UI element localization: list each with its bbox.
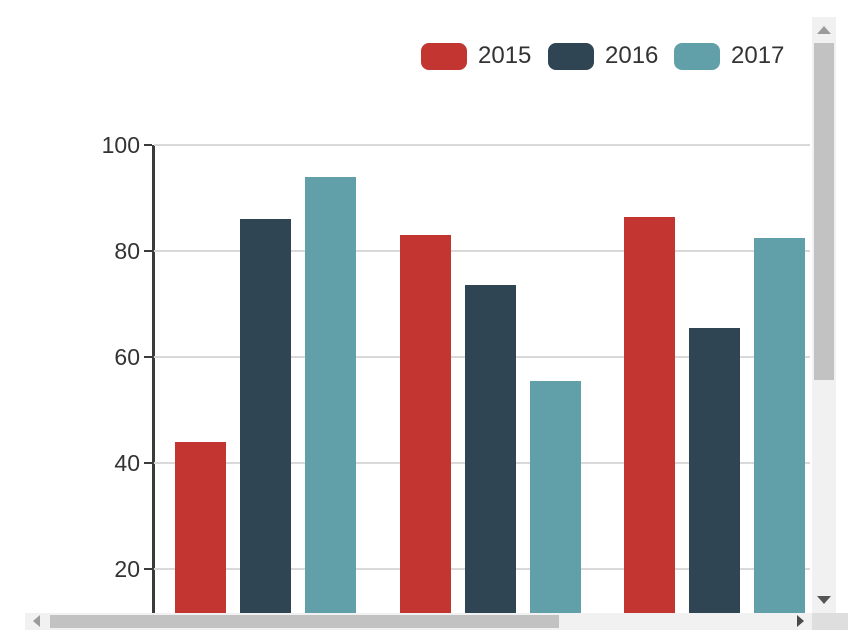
bar-2017-group3[interactable]	[754, 237, 805, 613]
legend-item-2016[interactable]: 2016	[548, 42, 658, 70]
scroll-right-button[interactable]	[787, 613, 812, 630]
bar-2015-group3[interactable]	[624, 216, 675, 613]
y-tick-label-60: 60	[114, 344, 140, 370]
bar-2015-group2[interactable]	[400, 235, 451, 613]
scroll-left-button[interactable]	[25, 613, 50, 630]
legend-label-2016: 2016	[605, 42, 659, 69]
y-axis-line	[152, 145, 155, 613]
scroll-up-button[interactable]	[812, 17, 836, 43]
legend-swatch-2016-icon	[548, 42, 594, 70]
y-tick-40	[144, 462, 152, 464]
legend-label-2015: 2015	[478, 42, 532, 69]
arrow-right-icon	[797, 615, 804, 627]
bar-2016-group3[interactable]	[689, 327, 740, 613]
arrow-up-icon	[817, 26, 831, 34]
gridline-100	[154, 144, 810, 146]
y-tick-20	[144, 568, 152, 570]
bar-2017-group1[interactable]	[305, 176, 356, 613]
y-tick-label-80: 80	[114, 238, 140, 264]
y-tick-label-100: 100	[101, 132, 140, 158]
horizontal-scrollbar[interactable]	[25, 613, 812, 630]
y-tick-label-20: 20	[114, 556, 140, 582]
bar-2017-group2[interactable]	[530, 380, 581, 613]
bar-2016-group1[interactable]	[240, 219, 291, 613]
y-tick-80	[144, 250, 152, 252]
y-tick-label-40: 40	[114, 450, 140, 476]
bar-2016-group2[interactable]	[465, 285, 516, 613]
legend-item-2017[interactable]: 2017	[674, 42, 784, 70]
arrow-down-icon	[817, 596, 831, 604]
legend-item-2015[interactable]: 2015	[421, 42, 531, 70]
horizontal-scrollbar-thumb[interactable]	[50, 615, 559, 628]
bar-2015-group1[interactable]	[175, 441, 226, 613]
vertical-scrollbar[interactable]	[812, 17, 836, 613]
legend-label-2017: 2017	[731, 42, 785, 69]
legend-swatch-2017-icon	[674, 42, 720, 70]
chart-scroll-viewport: 2015 2016 2017 100 80 60 40 20	[25, 17, 812, 613]
scrollbar-corner	[812, 613, 848, 630]
gridline-80	[154, 250, 810, 252]
y-tick-60	[144, 356, 152, 358]
legend-swatch-2015-icon	[421, 42, 467, 70]
y-tick-100	[144, 144, 152, 146]
arrow-left-icon	[33, 615, 40, 627]
vertical-scrollbar-thumb[interactable]	[814, 43, 834, 380]
scroll-down-button[interactable]	[812, 587, 836, 613]
